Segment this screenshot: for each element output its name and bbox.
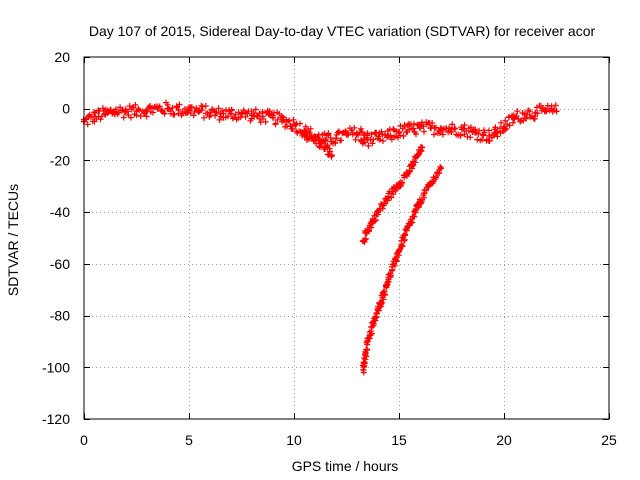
x-tick-label: 15 [391,432,407,448]
data-point [354,130,360,137]
data-point [360,237,367,244]
y-tick-label: -60 [50,256,70,272]
data-point [427,125,434,132]
data-point [259,113,266,120]
data-point [406,126,413,133]
data-point [328,152,335,159]
data-point [406,222,413,229]
data-point [228,110,234,117]
data-point [102,110,108,117]
data-point [385,132,392,139]
data-point [91,113,98,120]
data-point [417,125,423,132]
data-point [385,193,392,200]
data-point [448,126,455,133]
data-point [511,114,518,121]
data-point [217,110,224,117]
data-point [207,109,213,116]
data-point [522,110,528,117]
data-point [406,167,413,174]
x-tick-label: 25 [601,432,617,448]
data-point [301,131,308,138]
y-tick-label: -40 [50,204,70,220]
y-tick-label: -80 [50,308,70,324]
x-tick-label: 5 [185,432,193,448]
data-point [270,114,276,121]
series-5 [359,163,444,376]
data-point [486,132,493,139]
data-point [438,165,444,172]
data-point [459,126,465,133]
data-point [154,105,161,112]
data-point [417,198,423,205]
axis-ticks: 0 5 10 15 20 25 -120 -100 -80 -60 -40 -20 0 20 [42,49,617,448]
data-point [249,112,255,119]
data-point [385,276,392,283]
y-tick-label: 20 [54,49,70,65]
x-tick-label: 0 [80,432,88,448]
data-point [375,209,381,216]
data-point [480,131,486,138]
data-point [501,123,507,130]
data-point [186,107,192,113]
data-point [291,121,297,128]
data-point [343,131,350,138]
data-point [419,144,426,151]
y-tick-label: -20 [50,152,70,168]
data-point [396,129,402,135]
data-point [492,130,499,137]
data-point [375,135,381,142]
data-series [80,99,560,376]
series-2 [301,129,335,160]
y-tick-label: 0 [62,101,70,117]
data-point [469,129,476,135]
x-tick-label: 10 [286,432,302,448]
data-point [375,307,381,314]
plot-frame [83,56,610,420]
data-point [123,108,129,115]
data-point [196,108,203,115]
data-point [133,108,140,115]
series-4 [359,144,426,245]
data-point [144,107,150,113]
data-point [280,117,287,124]
data-point [438,125,444,132]
x-tick-label: 20 [496,432,512,448]
data-point [553,108,560,115]
data-point [532,109,539,116]
data-point [364,227,371,234]
data-point [364,136,371,143]
data-point [112,108,119,115]
data-point [360,366,367,373]
data-point [396,180,402,187]
data-point [364,338,371,345]
y-tick-label: -120 [42,411,70,427]
data-point [312,136,318,143]
data-point [238,110,245,117]
data-point [165,105,171,112]
data-point [543,108,549,115]
data-point [175,107,182,113]
series-3 [358,102,560,149]
x-axis-label: GPS time / hours [292,458,399,474]
y-tick-label: -100 [42,359,70,375]
y-axis-label: SDTVAR / TECUs [5,184,21,296]
chart-title: Day 107 of 2015, Sidereal Day-to-day VTE… [89,23,596,39]
data-point [333,135,339,142]
data-point [322,144,329,151]
data-point [358,138,365,144]
data-point [427,180,434,187]
data-point [396,247,402,254]
